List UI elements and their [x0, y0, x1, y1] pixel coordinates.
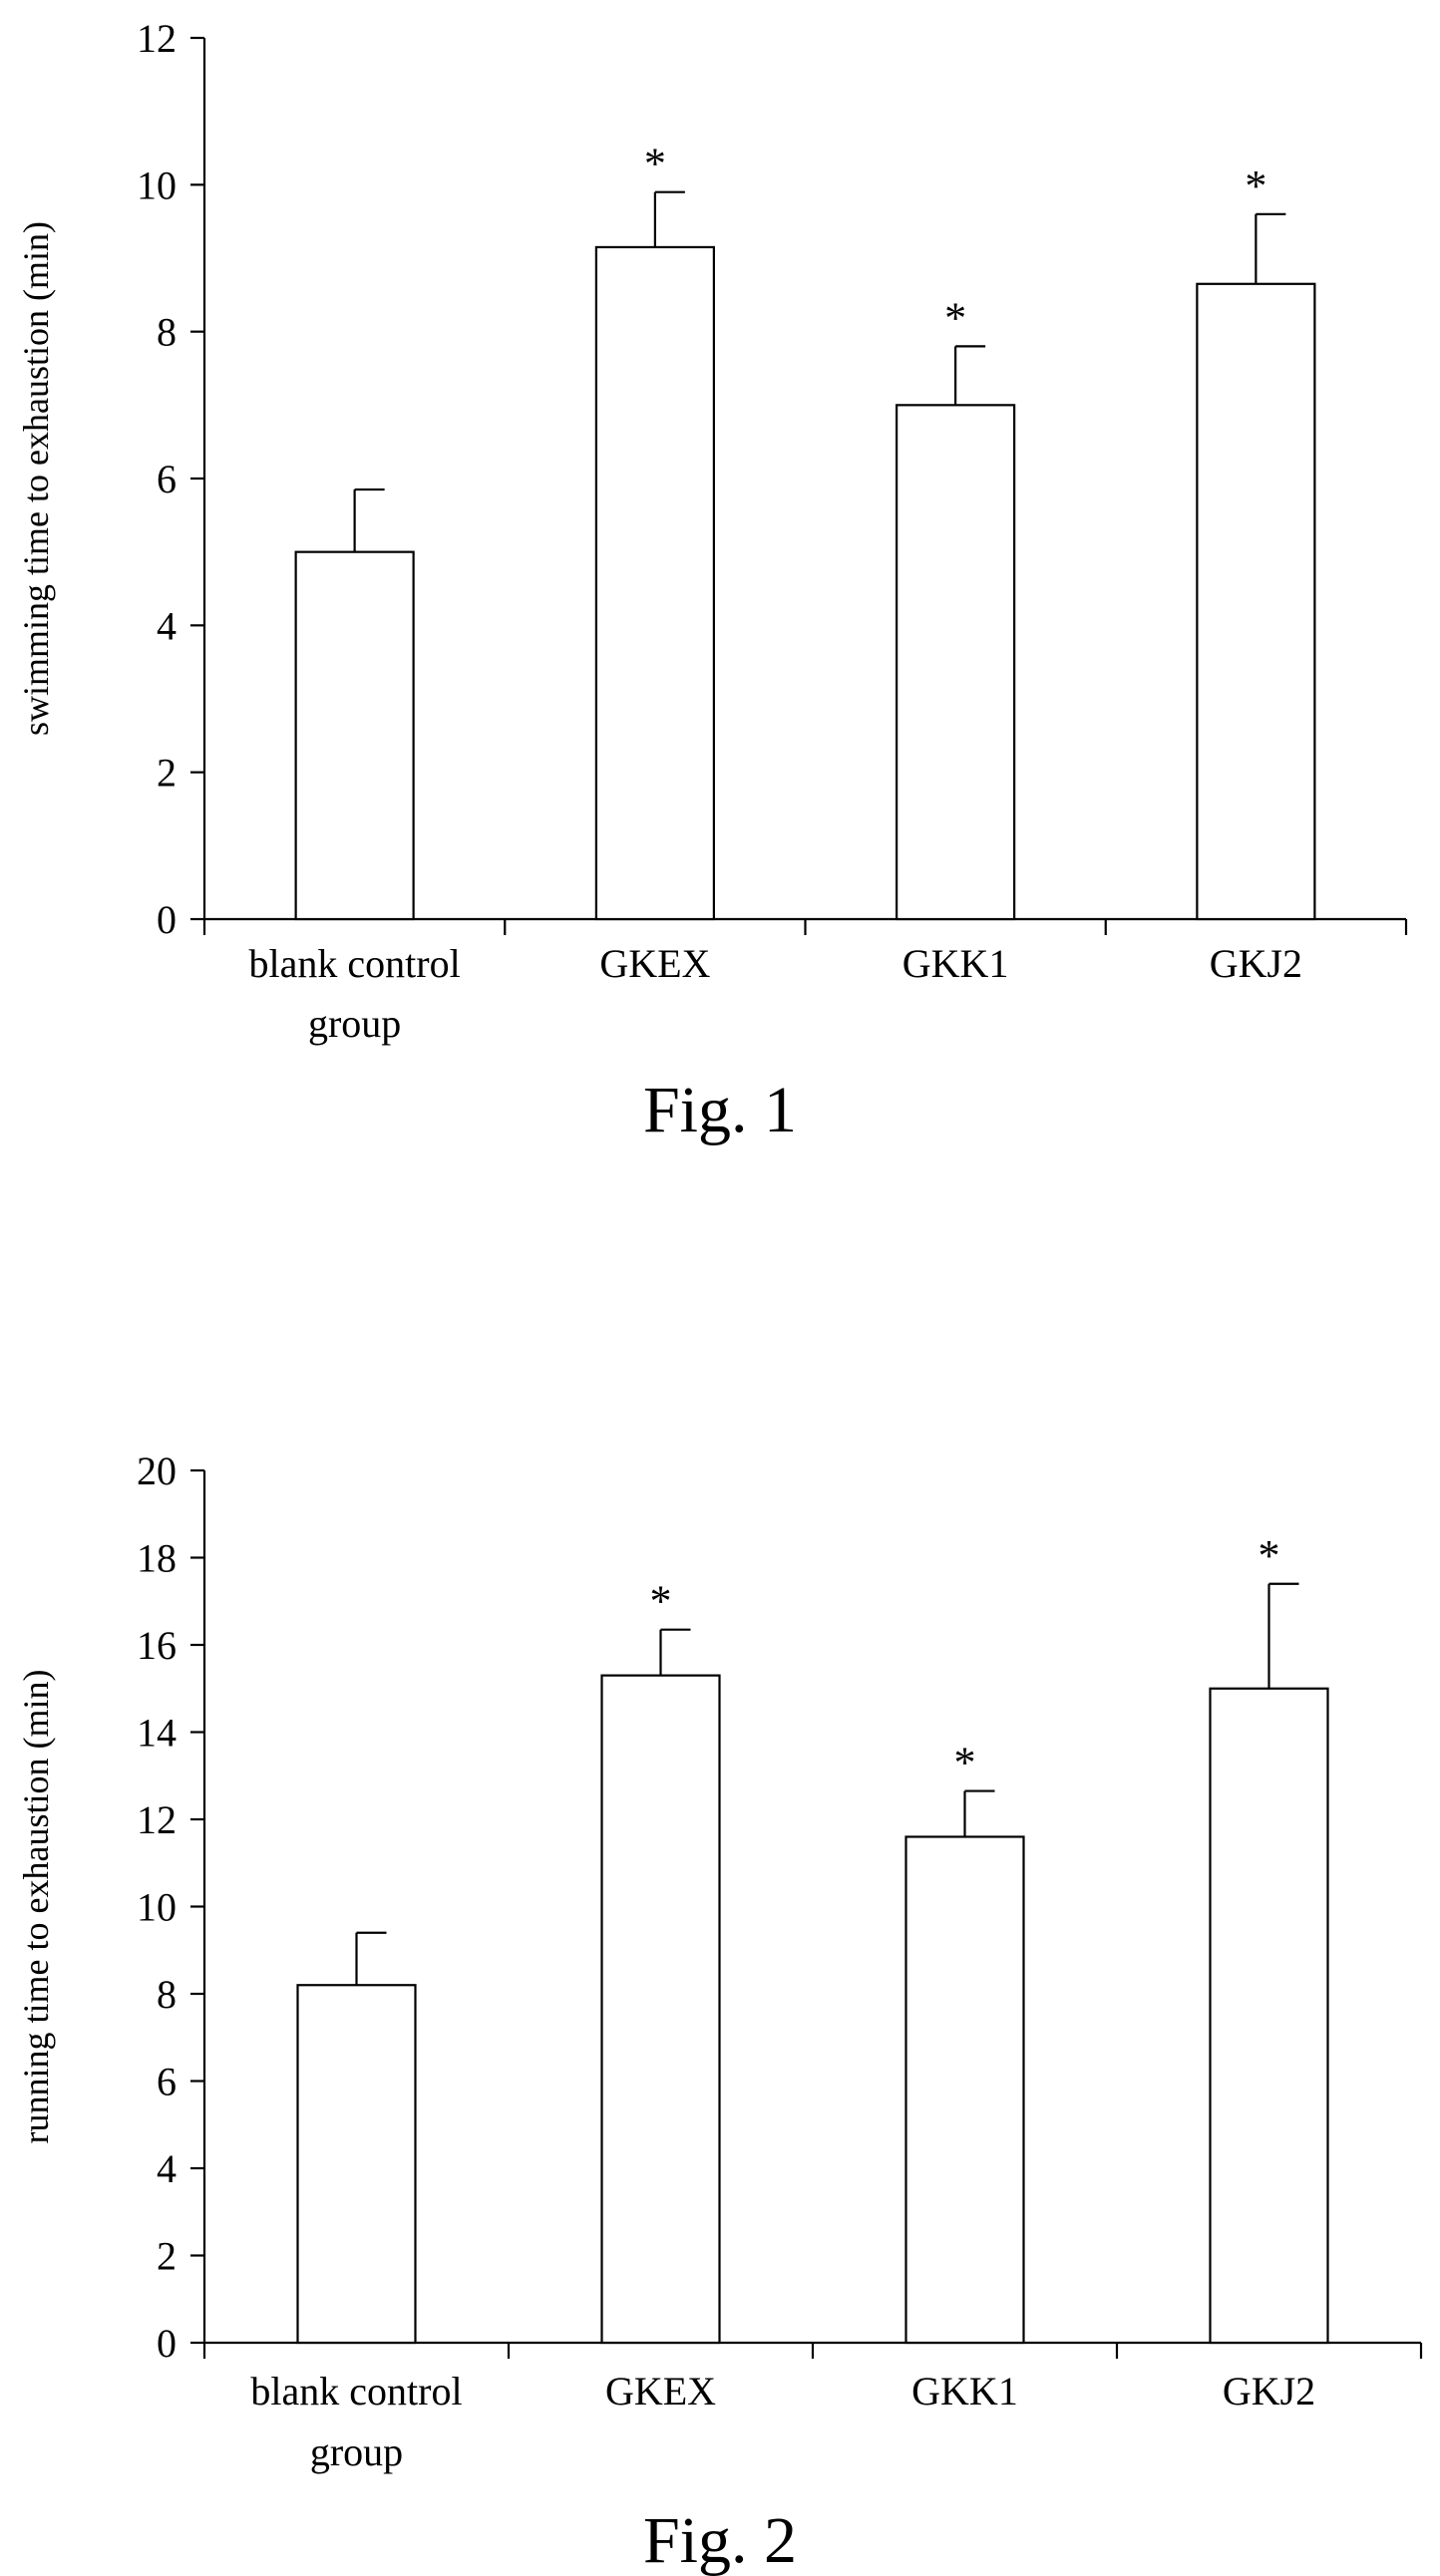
significance-mark: *	[644, 140, 666, 188]
significance-mark: *	[1245, 161, 1266, 210]
bar	[904, 1835, 1025, 2345]
bar	[296, 1984, 417, 2345]
y-tick-label: 4	[157, 603, 177, 648]
y-tick-label: 18	[137, 1536, 177, 1581]
category-label: GKK1	[911, 2369, 1018, 2414]
category-label: group	[310, 2429, 403, 2474]
y-tick-label: 0	[157, 897, 177, 942]
figure-caption: Fig. 1	[643, 1074, 797, 1146]
y-tick-label: 4	[157, 2146, 177, 2191]
figure-caption: Fig. 2	[643, 2504, 797, 2576]
y-tick-label: 6	[157, 2060, 177, 2104]
chart-fig-2: 0 2 4 6 8 10 12 14 16 18 20 running time to exhaust…	[16, 1449, 1423, 2576]
category-label: GKEX	[599, 941, 710, 986]
category-label: blank control	[250, 2369, 462, 2414]
significance-mark: *	[650, 1577, 672, 1626]
y-tick-label: 2	[157, 751, 177, 796]
y-tick-label: 2	[157, 2234, 177, 2279]
bar	[1209, 1687, 1329, 2345]
y-tick-label: 8	[157, 1972, 177, 2017]
y-tick-label: 10	[137, 1885, 177, 1930]
significance-mark: *	[944, 293, 966, 342]
significance-mark: *	[1259, 1531, 1280, 1580]
y-tick-label: 0	[157, 2321, 177, 2366]
category-label: GKJ2	[1210, 941, 1302, 986]
y-tick-label: 12	[137, 1797, 177, 1842]
y-tick-label: 14	[137, 1711, 177, 1756]
category-label: blank control	[249, 941, 461, 986]
y-tick-label: 16	[137, 1623, 177, 1668]
y-axis-label: swimming time to exhaustion (min)	[16, 221, 56, 736]
bar	[594, 245, 715, 921]
y-tick-label: 8	[157, 310, 177, 355]
category-label: GKEX	[605, 2369, 716, 2414]
significance-mark: *	[954, 1739, 976, 1787]
bar	[294, 550, 415, 921]
y-axis-label: running time to exhaustion (min)	[16, 1670, 56, 2144]
bar	[1196, 282, 1316, 921]
category-label: GKK1	[902, 941, 1009, 986]
chart-fig-1: 0 2 4 6 8 10 12 swimming time to exhaustion (mi…	[16, 16, 1408, 1146]
bar	[600, 1674, 721, 2345]
y-tick-label: 20	[137, 1449, 177, 1493]
y-tick-label: 10	[137, 162, 177, 207]
y-tick-label: 12	[137, 16, 177, 61]
y-tick-label: 6	[157, 457, 177, 501]
bar	[896, 404, 1016, 921]
category-label: GKJ2	[1223, 2369, 1315, 2414]
category-label: group	[308, 1001, 401, 1046]
